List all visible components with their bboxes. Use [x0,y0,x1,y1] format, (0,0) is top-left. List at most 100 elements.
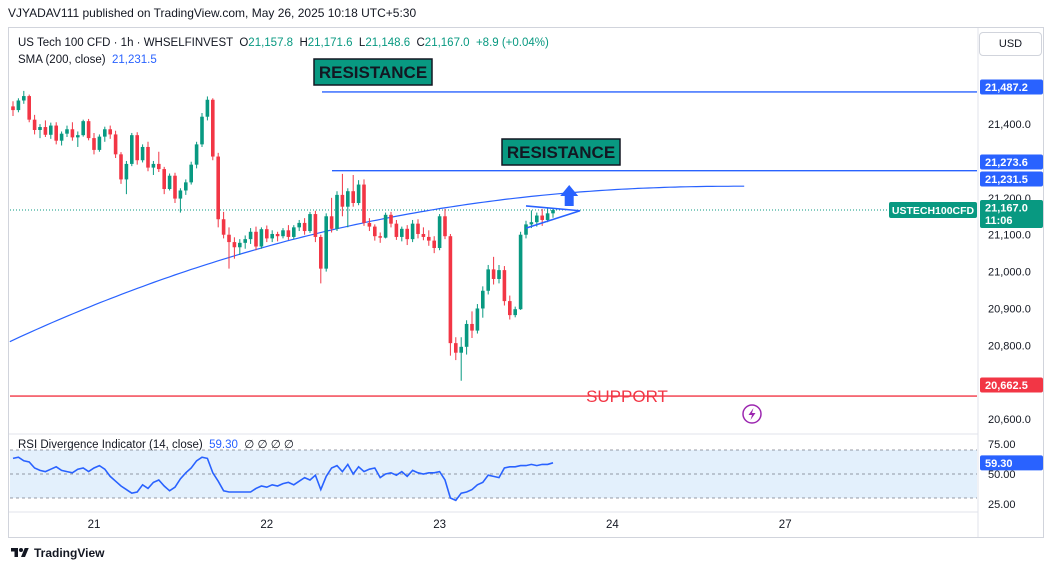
candle-body [356,184,361,204]
rsi-tick-label: 25.00 [988,499,1016,511]
candle [113,130,118,159]
candle-body [502,270,507,302]
candle-body [394,223,399,237]
price-label-bg [980,79,1043,95]
symbol-title[interactable]: US Tech 100 CFD · 1h · WHSELFINVEST [18,37,233,49]
candle [437,214,442,251]
rsi-line [12,456,554,502]
candle [297,219,301,232]
candle [329,197,334,233]
candle-body [319,236,323,269]
candle [162,166,166,195]
high-value: 21,171.6 [307,37,353,49]
price-tick-label: 21,000.0 [988,267,1031,279]
rsi-value: 59.30 [209,439,238,451]
candle [65,125,69,137]
close-value: 21,167.0 [424,37,470,49]
footer-brand: TradingView [10,546,104,560]
candle-body [286,230,291,237]
candle [524,220,528,239]
candle [275,231,280,242]
resistance-high-box [313,58,433,86]
price-label: 21,231.5 [985,174,1028,186]
rsi-tick-label: 50.00 [988,469,1016,481]
candle-body [427,236,431,241]
candle-body [454,343,458,353]
candle [373,224,377,241]
candle [157,151,161,173]
candle [427,230,431,246]
sma-legend-row: SMA (200, close) 21,231.5 [18,52,549,69]
candle-body [16,100,21,111]
rsi-extras: ∅ ∅ ∅ ∅ [244,439,294,451]
candle-body [227,234,231,243]
price-tick-label: 20,600.0 [988,414,1031,426]
rsi-label[interactable]: RSI Divergence Indicator (14, close) [18,439,203,451]
low-value: 21,148.6 [365,37,411,49]
candle [108,125,112,139]
candle-body [313,214,318,237]
rsi-tick-label: 75.00 [988,439,1016,451]
candle [221,211,226,239]
sma-line [9,185,745,343]
candle-body [86,121,91,139]
candle [216,152,220,228]
candle-body [545,213,550,220]
resistance-mid-box [501,138,621,166]
candle-body [70,129,75,138]
candle-body [205,99,210,117]
candle-body [173,175,177,199]
candle-body [238,242,242,248]
candle [254,226,258,251]
candle-body [97,136,102,150]
candle [459,337,463,381]
candle-body [211,99,215,157]
candle-body [254,231,258,247]
price-tick-label: 20,900.0 [988,303,1031,315]
candle-body [416,223,420,234]
footer-brand-label: TradingView [34,546,105,560]
candle [346,188,350,228]
time-tick-label: 21 [88,519,101,531]
candle [248,228,253,244]
candle-body [335,194,339,229]
candle-body [49,125,53,135]
candle [545,207,550,223]
price-tick-label: 21,400.0 [988,119,1031,131]
candle [227,227,231,269]
candle [119,152,123,184]
breakout-arrow-icon [560,185,579,206]
candle [324,213,328,272]
candle [491,256,496,285]
time-tick-label: 27 [779,519,792,531]
candle-body [11,106,15,111]
candle-body [470,323,474,331]
candle [103,126,107,142]
currency-button[interactable]: USD [979,32,1042,56]
candle-body [259,229,264,247]
support-label: SUPPORT [586,387,668,406]
candle [508,295,512,320]
candle [356,180,361,206]
high-label: H [299,37,308,49]
candle [259,227,264,249]
candle [319,234,323,284]
candle-body [324,216,328,269]
sma-label[interactable]: SMA (200, close) [18,54,106,66]
low-label: L [358,37,366,49]
candle [518,231,523,310]
candle [32,114,37,135]
candle [59,131,64,146]
candle-body [459,346,463,353]
candle-body [146,146,150,168]
candle [281,228,285,239]
candle-body [443,216,447,237]
candle [86,118,91,141]
candle [389,211,393,228]
candle-body [383,214,388,238]
price-label-bg [980,200,1043,228]
candle-body [119,154,123,180]
candle-body [124,163,129,180]
candle-body [189,164,193,183]
